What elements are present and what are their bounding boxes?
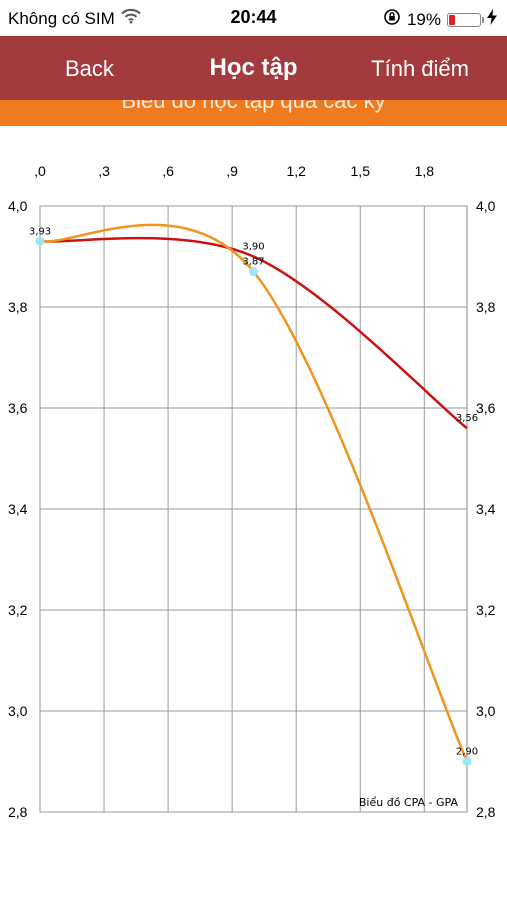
x-tick-label: 1,8 — [415, 163, 435, 179]
series-line — [39, 236, 468, 430]
calculate-score-button[interactable]: Tính điểm — [371, 56, 469, 81]
y-tick-label-right: 3,4 — [476, 501, 496, 517]
status-left: Không có SIM — [8, 8, 141, 29]
y-tick-label-left: 3,6 — [8, 400, 28, 416]
data-point — [249, 267, 258, 277]
battery-icon — [447, 12, 484, 27]
data-label: 2,90 — [456, 747, 478, 758]
charging-bolt-icon — [487, 9, 497, 30]
y-tick-label-left: 2,8 — [8, 804, 28, 820]
battery-percent: 19% — [406, 9, 441, 29]
x-tick-label: 1,5 — [351, 163, 371, 179]
chart-title-text: Biểu đồ học tập qua các kỳ — [121, 100, 386, 113]
data-point — [35, 236, 45, 246]
y-tick-label-left: 3,8 — [8, 299, 28, 315]
y-tick-label-right: 3,6 — [476, 400, 496, 416]
x-tick-label: ,0 — [34, 163, 46, 179]
series-layer — [35, 223, 472, 766]
data-point — [462, 757, 472, 766]
status-time: 20:44 — [230, 7, 277, 27]
y-tick-label-left: 3,4 — [8, 501, 28, 517]
page-title: Học tập — [209, 54, 298, 81]
battery-tip — [482, 16, 484, 23]
y-tick-label-right: 3,0 — [476, 703, 496, 719]
label-layer: ,0 ,3 ,6 ,9 1,2 1,5 1,8 4,0 4,0 3,8 3,8 3,6 3,6 3,4 3,… — [8, 163, 496, 820]
navigation-bar: Back Học tập Tính điểm — [0, 36, 507, 100]
data-label: 3,87 — [242, 257, 264, 268]
status-right: 19% — [383, 8, 497, 31]
y-tick-label-left: 3,0 — [8, 703, 28, 719]
x-tick-label: 1,2 — [286, 163, 306, 179]
data-label: 3,90 — [242, 242, 264, 253]
y-tick-label-right: 4,0 — [476, 198, 496, 214]
status-bar: Không có SIM 20:44 19% — [0, 0, 507, 36]
x-tick-label: ,3 — [98, 163, 110, 179]
chart-title-banner: Biểu đồ học tập qua các kỳ — [0, 100, 507, 126]
cpa-gpa-chart: ,0 ,3 ,6 ,9 1,2 1,5 1,8 4,0 4,0 3,8 3,8 3,6 3,6 3,4 3,… — [8, 163, 496, 820]
data-label: 3,93 — [29, 226, 51, 237]
data-label: 3,56 — [456, 413, 478, 424]
x-tick-label: ,9 — [226, 163, 238, 179]
y-tick-label-right: 2,8 — [476, 804, 496, 820]
chart-caption: Biểu đồ CPA - GPA — [359, 796, 459, 809]
carrier-label: Không có SIM — [8, 8, 115, 28]
y-tick-label-left: 4,0 — [8, 198, 28, 214]
y-tick-label-left: 3,2 — [8, 602, 28, 618]
x-tick-label: ,6 — [162, 163, 174, 179]
wifi-icon — [121, 8, 141, 29]
grid-layer — [39, 205, 468, 813]
back-button[interactable]: Back — [65, 56, 114, 81]
y-tick-label-right: 3,2 — [476, 602, 496, 618]
y-tick-label-right: 3,8 — [476, 299, 496, 315]
battery-fill — [449, 14, 455, 25]
orientation-lock-icon — [383, 8, 401, 31]
series-line — [39, 223, 469, 762]
